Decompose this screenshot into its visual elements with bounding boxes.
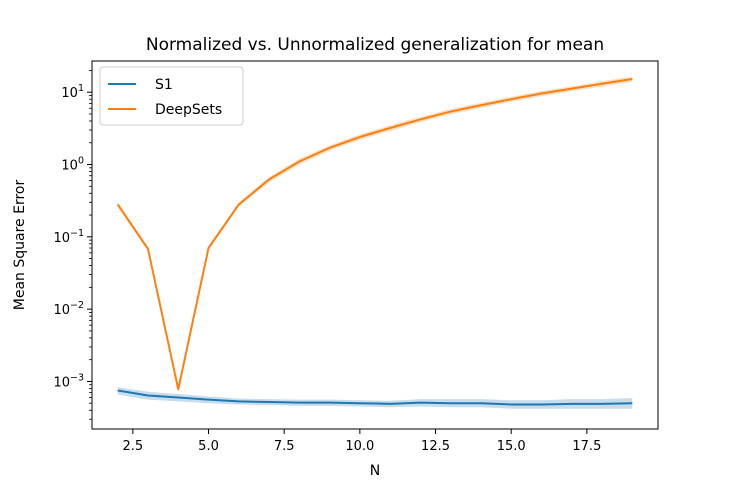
- legend-box: [99, 66, 244, 126]
- y-tick-label: 10−2: [53, 300, 84, 318]
- y-axis-label: Mean Square Error: [12, 180, 28, 311]
- y-tick-label: 10−1: [53, 228, 84, 246]
- x-tick-label: 15.0: [497, 439, 526, 454]
- x-axis-label: N: [370, 463, 380, 479]
- x-tick-label: 10.0: [345, 439, 374, 454]
- x-tick-label: 12.5: [421, 439, 450, 454]
- confidence-bands: [117, 76, 633, 409]
- y-tick-label: 101: [61, 83, 84, 101]
- x-tick-label: 2.5: [123, 439, 144, 454]
- y-axis-ticks: 10−3 10−2 10−1 100 101: [53, 70, 92, 420]
- chart-title: Normalized vs. Unnormalized generalizati…: [146, 35, 604, 55]
- x-tick-label: 17.5: [572, 439, 601, 454]
- y-tick-label: 100: [61, 156, 84, 174]
- legend-label-deepsets: DeepSets: [155, 102, 222, 118]
- y-tick-label: 10−3: [53, 372, 84, 390]
- plot-frame: [91, 60, 659, 430]
- legend-label-s1: S1: [155, 77, 173, 93]
- series-lines: [116, 78, 633, 406]
- x-tick-label: 5.0: [198, 439, 219, 454]
- series-line-deepsets: [116, 78, 633, 391]
- x-axis-ticks: 2.5 5.0 7.5 10.0 12.5 15.0 17.5: [123, 429, 601, 454]
- series-line-s1: [117, 389, 633, 406]
- legend: S1 DeepSets: [99, 66, 244, 126]
- x-tick-label: 7.5: [274, 439, 295, 454]
